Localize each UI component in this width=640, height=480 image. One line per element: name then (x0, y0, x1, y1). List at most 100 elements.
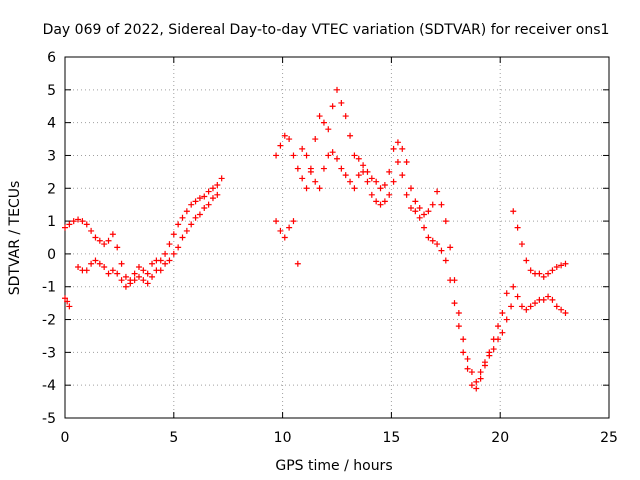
axis-ticks: 0 5 10 15 20 25 -5 -4 -3 -2 -1 0 1 2 3 4 5 6 (42, 50, 618, 446)
data-point (460, 336, 467, 343)
data-point (83, 267, 90, 274)
data-point (473, 385, 480, 392)
data-point (373, 198, 380, 205)
y-axis-label: SDTVAR / TECUs (7, 181, 23, 296)
data-point (477, 369, 484, 376)
y-tick-label: -1 (42, 280, 56, 296)
data-point (140, 277, 147, 284)
data-point (131, 277, 138, 284)
data-point (329, 149, 336, 156)
data-point (290, 218, 297, 225)
data-point (334, 155, 340, 162)
data-point (399, 145, 406, 152)
data-point (66, 221, 73, 228)
data-point (325, 126, 332, 133)
data-point (157, 267, 164, 274)
data-point (101, 241, 108, 248)
data-point (175, 244, 182, 251)
data-point (96, 260, 103, 267)
series-segment-evening (510, 208, 569, 280)
series-segment-evening-lower (510, 283, 569, 316)
data-point (144, 280, 151, 287)
data-point (347, 178, 354, 185)
data-point (96, 237, 103, 244)
data-point (360, 162, 367, 169)
data-point (527, 303, 534, 310)
data-point (109, 231, 116, 238)
data-point (447, 277, 454, 284)
x-tick-label: 15 (382, 430, 400, 446)
data-point (364, 178, 371, 185)
data-point (460, 349, 467, 356)
data-point (135, 273, 142, 280)
data-point (416, 204, 423, 211)
data-point (403, 191, 410, 198)
data-point (307, 165, 314, 172)
data-point (196, 211, 203, 218)
data-point (455, 309, 462, 316)
data-point (527, 267, 534, 274)
data-point (549, 267, 556, 274)
data-point (290, 152, 297, 159)
data-point (214, 181, 221, 188)
data-point (399, 172, 406, 179)
data-point (127, 280, 134, 287)
data-point (157, 257, 164, 264)
data-point (381, 198, 388, 205)
data-point (347, 132, 354, 139)
y-tick-label: 5 (47, 83, 56, 99)
data-point (377, 185, 384, 192)
data-point (390, 145, 397, 152)
data-point (329, 103, 336, 110)
x-tick-label: 0 (61, 430, 70, 446)
data-point (355, 172, 362, 179)
data-point (140, 267, 147, 274)
data-point (434, 241, 441, 248)
data-point (545, 293, 552, 300)
data-point (66, 303, 73, 310)
data-point (429, 237, 436, 244)
data-point (183, 208, 190, 215)
data-point (390, 178, 397, 185)
data-point (303, 152, 310, 159)
series-segment-morning (62, 175, 225, 284)
data-point (149, 260, 156, 267)
data-point (394, 139, 401, 146)
y-tick-label: 4 (47, 116, 56, 132)
data-point (421, 224, 428, 231)
data-point (473, 378, 480, 385)
data-point (192, 198, 199, 205)
data-point (523, 257, 530, 264)
data-point (192, 214, 199, 221)
data-point (464, 365, 471, 372)
data-point (495, 336, 502, 343)
data-point (540, 296, 547, 303)
data-point (334, 86, 340, 93)
data-point (455, 323, 462, 330)
y-tick-label: -2 (42, 313, 56, 329)
data-point (281, 132, 288, 139)
data-point (109, 267, 116, 274)
y-tick-label: 0 (47, 247, 56, 263)
data-point (468, 382, 475, 389)
data-point (518, 241, 525, 248)
data-point (553, 303, 560, 310)
data-point (438, 201, 445, 208)
data-point (62, 295, 68, 302)
x-tick-label: 20 (491, 430, 509, 446)
data-point (316, 185, 323, 192)
data-point (166, 241, 173, 248)
data-series (62, 86, 569, 392)
data-point (75, 216, 82, 223)
data-point (105, 270, 112, 277)
data-point (162, 260, 169, 267)
x-tick-label: 5 (169, 430, 178, 446)
data-point (312, 136, 319, 143)
data-point (540, 273, 547, 280)
data-point (70, 218, 77, 225)
data-point (122, 283, 129, 290)
data-point (481, 362, 488, 369)
data-point (407, 204, 414, 211)
data-point (83, 221, 90, 228)
data-point (201, 193, 208, 200)
